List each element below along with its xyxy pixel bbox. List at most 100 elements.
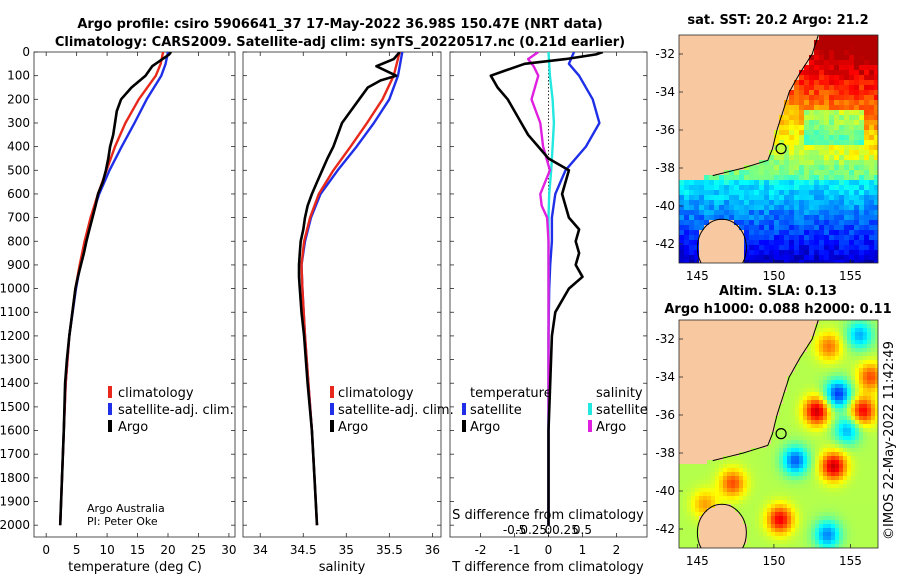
map-cell	[819, 160, 825, 166]
map-cell	[694, 260, 700, 263]
map-cell	[769, 190, 775, 196]
map-cell	[731, 476, 736, 481]
map-cell	[767, 504, 772, 509]
map-cell	[739, 484, 744, 489]
map-cell	[794, 240, 800, 246]
map-cell	[795, 508, 800, 513]
map-cell	[723, 380, 728, 385]
map-cell	[769, 215, 775, 221]
map-cell	[795, 452, 800, 457]
map-cell	[794, 125, 800, 131]
map-cell	[829, 210, 835, 216]
map-cell	[789, 180, 795, 186]
map-cell	[744, 230, 750, 236]
map-cell	[869, 225, 875, 231]
map-cell	[694, 50, 700, 56]
map-cell	[839, 175, 845, 181]
map-cell	[784, 255, 790, 261]
map-cell	[759, 396, 764, 401]
map-cell	[735, 404, 740, 409]
map-cell	[789, 40, 795, 46]
map-cell	[774, 205, 780, 211]
map-cell	[711, 540, 716, 545]
map-cell	[731, 500, 736, 505]
map-cell	[727, 344, 732, 349]
map-cell	[854, 60, 860, 66]
map-cell	[735, 332, 740, 337]
map-cell	[699, 135, 705, 141]
map-cell	[799, 432, 804, 437]
map-cell	[807, 388, 812, 393]
map-cell	[859, 240, 865, 246]
map-cell	[784, 235, 790, 241]
map-cell	[775, 404, 780, 409]
map-cell	[687, 436, 692, 441]
map-cell	[739, 85, 745, 91]
temperature-panel: 0100200300400500600700800900100011001200…	[0, 45, 237, 557]
map-cell	[807, 328, 812, 333]
map-cell	[855, 496, 860, 501]
map-cell	[771, 448, 776, 453]
map-cell	[839, 520, 844, 525]
map-cell	[803, 416, 808, 421]
map-cell	[679, 190, 685, 196]
map-cell	[739, 155, 745, 161]
map-cell	[807, 504, 812, 509]
map-cell	[775, 368, 780, 373]
map-cell	[759, 50, 765, 56]
map-cell	[863, 528, 868, 533]
map-cell	[809, 240, 815, 246]
map-cell	[719, 245, 725, 251]
map-cell	[789, 70, 795, 76]
map-cell	[854, 40, 860, 46]
map-cell	[749, 135, 755, 141]
map-cell	[795, 356, 800, 361]
map-cell	[849, 255, 855, 261]
map-cell	[759, 175, 765, 181]
map-cell	[755, 540, 760, 545]
map-cell	[843, 492, 848, 497]
map-cell	[754, 170, 760, 176]
map-cell	[739, 250, 745, 256]
map-cell	[767, 512, 772, 517]
map-cell	[714, 200, 720, 206]
map-cell	[694, 110, 700, 116]
map-cell	[731, 376, 736, 381]
map-cell	[839, 35, 845, 41]
map-cell	[849, 130, 855, 136]
map-cell	[791, 352, 796, 357]
map-cell	[679, 436, 684, 441]
map-cell	[823, 336, 828, 341]
map-cell	[851, 396, 856, 401]
map-cell	[855, 544, 860, 548]
map-cell	[751, 500, 756, 505]
map-cell	[715, 524, 720, 529]
map-cell	[847, 320, 852, 325]
map-cell	[727, 516, 732, 521]
map-cell	[834, 130, 840, 136]
map-cell	[679, 528, 684, 533]
map-cell	[823, 380, 828, 385]
map-cell	[809, 110, 815, 116]
map-cell	[794, 215, 800, 221]
map-cell	[859, 432, 864, 437]
map-cell	[869, 90, 875, 96]
map-cell	[759, 245, 765, 251]
map-cell	[799, 424, 804, 429]
map-cell	[749, 160, 755, 166]
map-cell	[743, 472, 748, 477]
map-cell	[699, 165, 705, 171]
map-cell	[731, 516, 736, 521]
map-cell	[689, 85, 695, 91]
map-cell	[689, 40, 695, 46]
map-cell	[739, 488, 744, 493]
map-cell	[829, 250, 835, 256]
map-cell	[694, 85, 700, 91]
map-cell	[679, 388, 684, 393]
map-cell	[863, 440, 868, 445]
map-cell	[719, 235, 725, 241]
map-cell	[859, 90, 865, 96]
map-cell	[699, 432, 704, 437]
map-cell	[794, 115, 800, 121]
map-cell	[839, 332, 844, 337]
